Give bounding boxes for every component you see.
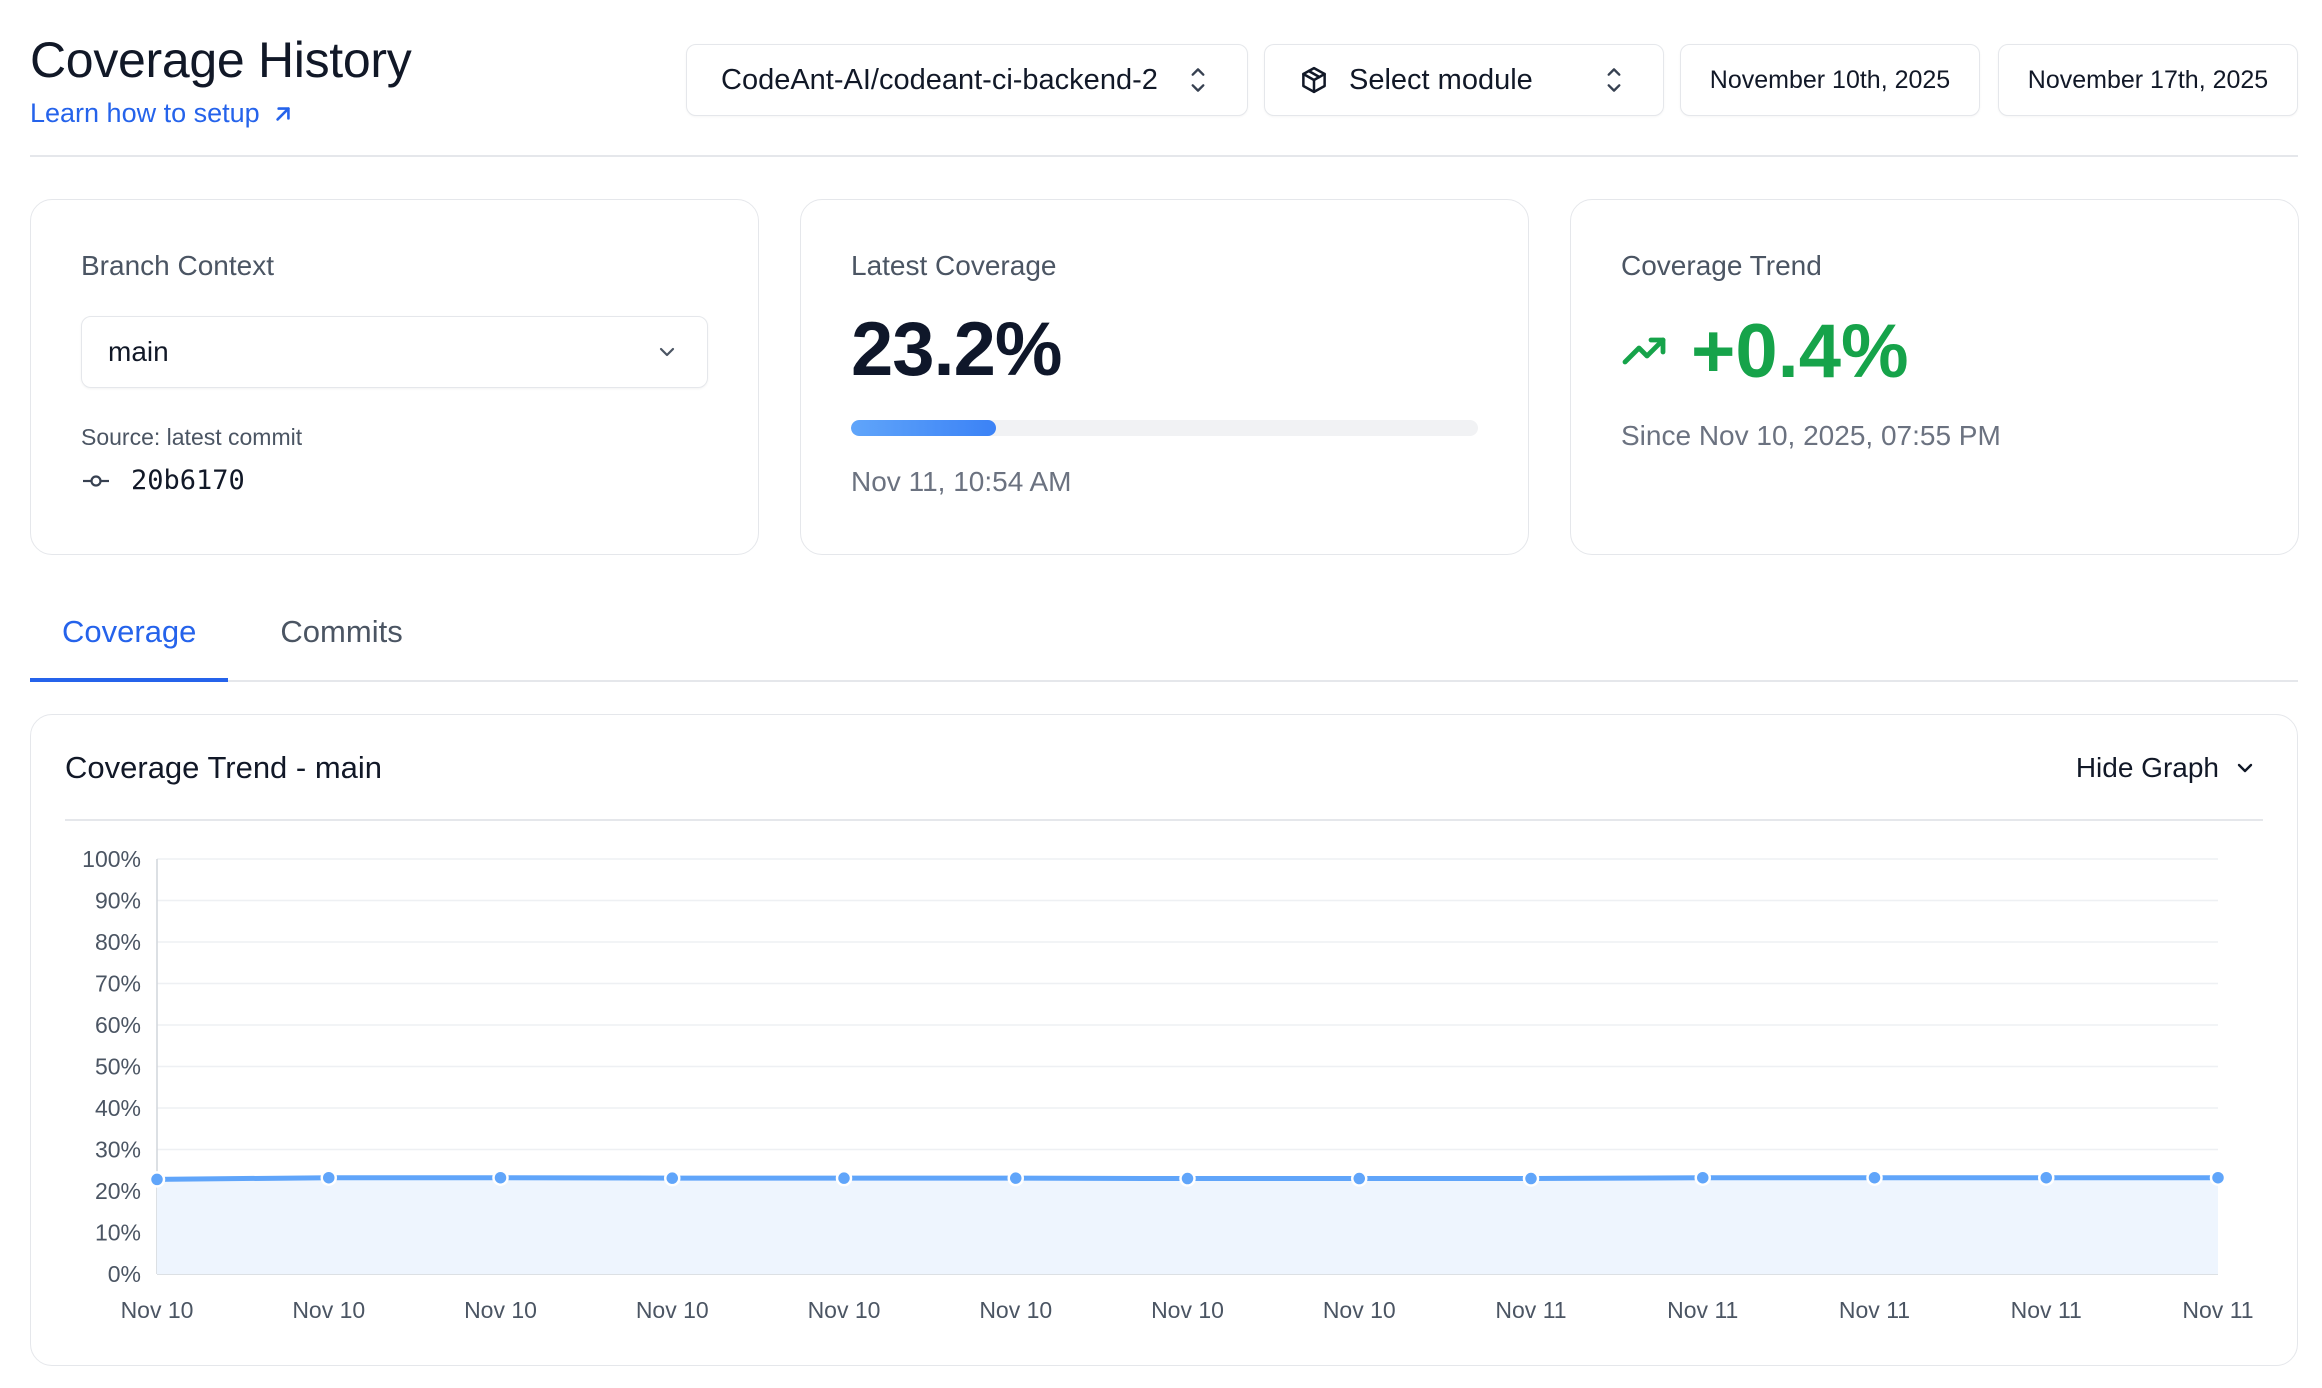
data-point — [2209, 1169, 2227, 1186]
chevron-down-icon — [659, 347, 675, 357]
chart-title: Coverage Trend - main — [65, 750, 383, 785]
y-tick-label: 30% — [95, 1137, 141, 1163]
branch-select-value: main — [108, 336, 169, 367]
chevron-up-down-icon — [1607, 68, 1621, 92]
x-tick-label: Nov 11 — [1667, 1297, 1738, 1323]
setup-link[interactable]: Learn how to setup — [30, 98, 411, 129]
git-commit-icon — [83, 474, 109, 487]
commit-hash: 20b6170 — [131, 465, 245, 496]
y-tick-label: 70% — [95, 971, 141, 997]
y-tick-label: 50% — [95, 1054, 141, 1080]
y-tick-label: 100% — [82, 846, 141, 872]
coverage-trend-card: Coverage Trend +0.4% Since Nov 10, 2025,… — [1570, 199, 2299, 555]
trend-row: +0.4% — [1621, 310, 2248, 394]
data-point — [1351, 1170, 1368, 1187]
coverage-trend-chart: 0% 10% 20% 30% 40% 50% 60% 70% 80% 90% 100% Nov 10 N… — [82, 846, 2253, 1323]
y-tick-label: 80% — [95, 929, 141, 955]
coverage-trend-label: Coverage Trend — [1621, 250, 1822, 281]
commit-row: 20b6170 — [81, 465, 708, 496]
x-tick-label: Nov 11 — [2182, 1297, 2253, 1323]
y-tick-label: 0% — [108, 1261, 141, 1287]
x-tick-label: Nov 10 — [808, 1297, 881, 1323]
page-title: Coverage History — [30, 32, 412, 88]
branch-context-card: Branch Context main Source: latest commi… — [30, 199, 759, 555]
coverage-trend-value: +0.4% — [1691, 309, 1909, 394]
y-tick-label: 90% — [95, 888, 141, 914]
coverage-area — [157, 1177, 2218, 1274]
data-point — [148, 1171, 166, 1188]
x-tick-label: Nov 10 — [292, 1297, 365, 1323]
coverage-trend-since: Since Nov 10, 2025, 07:55 PM — [1621, 420, 2001, 451]
tab-coverage[interactable]: Coverage — [30, 600, 229, 682]
start-date-button[interactable]: November 10th, 2025 — [1680, 44, 1980, 116]
y-tick-label: 40% — [95, 1095, 141, 1121]
x-tick-label: Nov 11 — [1839, 1297, 1910, 1323]
data-point — [1179, 1170, 1196, 1187]
x-tick-label: Nov 11 — [1495, 1297, 1566, 1323]
tab-bar: Coverage Commits — [30, 600, 2298, 682]
data-point — [1522, 1170, 1540, 1187]
y-tick-label: 60% — [95, 1012, 141, 1038]
x-tick-label: Nov 10 — [121, 1297, 194, 1323]
x-tick-label: Nov 10 — [979, 1297, 1052, 1323]
page-header: Coverage History Learn how to setup — [30, 30, 412, 129]
data-point — [2038, 1169, 2055, 1186]
data-point — [1866, 1169, 1883, 1186]
chevron-up-down-icon — [1191, 68, 1205, 92]
data-point — [320, 1169, 337, 1186]
hide-graph-button[interactable]: Hide Graph — [2076, 752, 2257, 784]
source-label: Source: latest commit — [81, 424, 303, 450]
x-tick-label: Nov 10 — [1323, 1297, 1396, 1323]
data-point — [664, 1169, 681, 1187]
branch-select[interactable]: main — [81, 316, 708, 388]
external-arrow-icon — [275, 106, 290, 121]
hide-graph-label: Hide Graph — [2075, 752, 2219, 783]
package-icon — [1302, 66, 1326, 94]
coverage-progress-fill — [851, 420, 997, 436]
tab-commits[interactable]: Commits — [280, 614, 403, 649]
trending-up-icon — [1622, 337, 1666, 365]
data-point — [1694, 1169, 1711, 1186]
latest-coverage-card: Latest Coverage 23.2% Nov 11, 10:54 AM — [800, 199, 1529, 555]
x-tick-label: Nov 11 — [2011, 1297, 2082, 1323]
data-point — [1007, 1169, 1024, 1187]
latest-coverage-value: 23.2% — [851, 307, 1063, 392]
coverage-progress-bar — [851, 420, 1478, 436]
end-date-label: November 17th, 2025 — [2027, 65, 2269, 94]
latest-coverage-timestamp: Nov 11, 10:54 AM — [851, 466, 1072, 497]
setup-link-label: Learn how to setup — [30, 98, 260, 128]
y-tick-label: 10% — [95, 1220, 141, 1246]
branch-context-label: Branch Context — [81, 250, 274, 281]
x-tick-label: Nov 10 — [636, 1297, 709, 1323]
module-select[interactable]: Select module — [1264, 44, 1664, 116]
repository-select[interactable]: CodeAnt-AI/codeant-ci-backend-2 — [686, 44, 1248, 116]
data-point — [492, 1169, 509, 1186]
end-date-button[interactable]: November 17th, 2025 — [1998, 44, 2298, 116]
y-tick-label: 20% — [95, 1178, 141, 1204]
header-divider — [30, 155, 2298, 157]
data-point — [835, 1169, 853, 1187]
repository-select-value: CodeAnt-AI/codeant-ci-backend-2 — [721, 63, 1158, 96]
coverage-chart-card: Coverage Trend - main Hide Graph 0% 10% 20… — [30, 714, 2298, 1366]
x-tick-label: Nov 10 — [1151, 1297, 1224, 1323]
x-tick-label: Nov 10 — [464, 1297, 537, 1323]
chart-header: Coverage Trend - main Hide Graph — [65, 715, 2263, 821]
latest-coverage-label: Latest Coverage — [851, 250, 1057, 281]
start-date-label: November 10th, 2025 — [1709, 65, 1951, 94]
chevron-down-icon — [2237, 763, 2253, 773]
module-select-value: Select module — [1349, 63, 1533, 96]
